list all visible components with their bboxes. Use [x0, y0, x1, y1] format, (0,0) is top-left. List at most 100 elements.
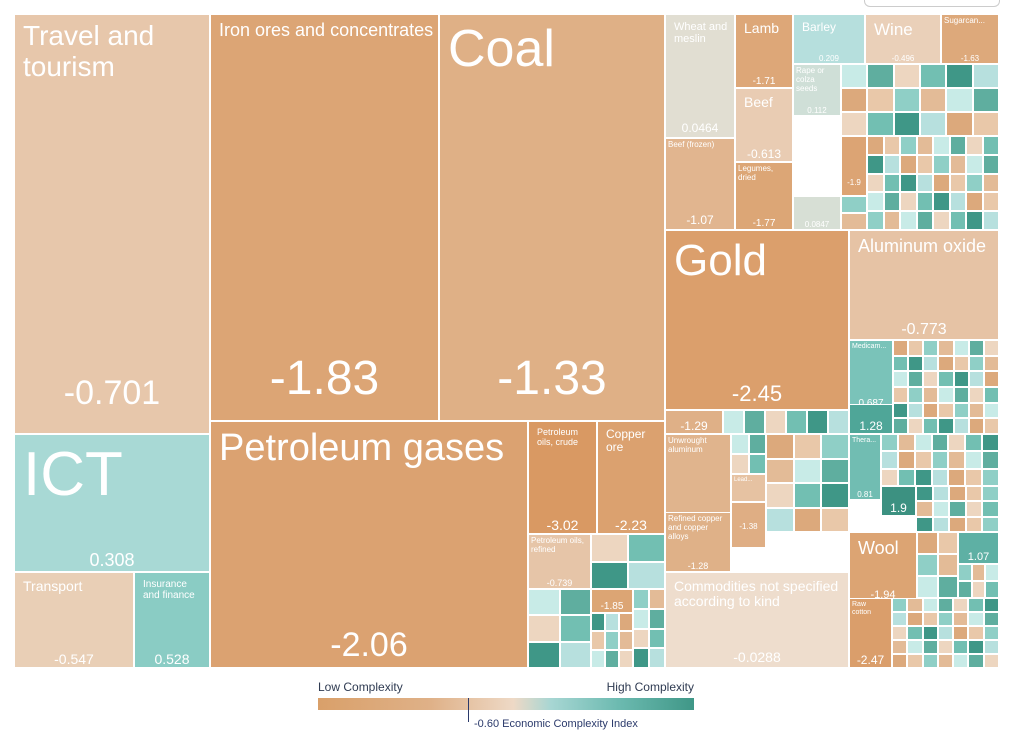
treemap-small-tile[interactable]	[966, 192, 983, 212]
treemap-small-tile[interactable]	[968, 387, 984, 403]
treemap-small-tile[interactable]	[937, 554, 958, 576]
treemap-small-tile[interactable]	[938, 418, 954, 434]
treemap-small-tile[interactable]	[953, 640, 969, 654]
treemap-small-tile[interactable]	[883, 136, 900, 155]
treemap-small-tile[interactable]	[793, 507, 822, 532]
treemap-tile[interactable]: Aluminum oxide -0.773	[849, 230, 999, 340]
treemap-small-tile[interactable]	[793, 434, 822, 459]
treemap-small-tile[interactable]	[900, 136, 917, 155]
treemap-small-tile[interactable]	[892, 626, 908, 640]
treemap-small-tile[interactable]	[766, 507, 794, 532]
treemap-small-tile[interactable]	[923, 402, 939, 419]
treemap-small-tile[interactable]	[983, 598, 999, 612]
treemap-small-tile[interactable]	[914, 468, 932, 486]
treemap-small-tile[interactable]	[958, 564, 972, 581]
treemap-small-tile[interactable]	[828, 410, 849, 434]
treemap-small-tile[interactable]	[953, 418, 969, 434]
treemap-small-tile[interactable]	[983, 640, 999, 654]
treemap-small-tile[interactable]	[946, 112, 973, 136]
treemap-small-tile[interactable]	[633, 628, 649, 649]
treemap-small-tile[interactable]	[968, 355, 984, 372]
treemap-small-tile[interactable]	[867, 136, 884, 155]
treemap-small-tile[interactable]	[949, 211, 966, 230]
treemap-small-tile[interactable]	[900, 192, 917, 212]
treemap-small-tile[interactable]	[968, 371, 984, 387]
treemap-small-tile[interactable]	[933, 154, 950, 174]
treemap-small-tile[interactable]	[983, 371, 999, 387]
treemap-small-tile[interactable]	[841, 64, 868, 88]
treemap-small-tile[interactable]	[933, 173, 950, 193]
treemap-small-tile[interactable]	[914, 434, 932, 452]
treemap-small-tile[interactable]	[748, 454, 766, 474]
treemap-small-tile[interactable]	[591, 613, 605, 632]
treemap-small-tile[interactable]	[937, 640, 954, 654]
treemap-small-tile[interactable]	[893, 112, 920, 136]
treemap-small-tile[interactable]	[528, 641, 560, 668]
treemap-small-tile[interactable]	[591, 649, 605, 668]
treemap-small-tile[interactable]	[953, 387, 969, 403]
treemap-small-tile[interactable]	[938, 371, 954, 387]
treemap-tile[interactable]: Lamb -1.71	[735, 14, 793, 88]
treemap-small-tile[interactable]	[591, 631, 605, 650]
treemap-small-tile[interactable]	[949, 154, 966, 174]
treemap-small-tile[interactable]	[923, 355, 939, 372]
treemap-small-tile[interactable]	[916, 154, 933, 174]
treemap-small-tile[interactable]	[968, 402, 984, 419]
treemap-small-tile[interactable]	[893, 355, 909, 372]
treemap-small-tile[interactable]	[972, 64, 999, 88]
treemap-small-tile[interactable]	[605, 631, 619, 650]
treemap-tile[interactable]: Barley 0.209	[793, 14, 865, 64]
treemap-small-tile[interactable]	[793, 483, 822, 508]
treemap-small-tile[interactable]	[938, 355, 954, 372]
treemap-small-tile[interactable]	[968, 612, 984, 626]
treemap-small-tile[interactable]	[968, 640, 984, 654]
treemap-small-tile[interactable]	[881, 468, 898, 486]
treemap-small-tile[interactable]	[922, 612, 938, 626]
treemap-small-tile[interactable]	[907, 654, 923, 668]
treemap-small-tile[interactable]	[893, 340, 909, 356]
treemap-small-tile[interactable]	[983, 418, 999, 434]
treemap-small-tile[interactable]	[633, 648, 649, 668]
treemap-small-tile[interactable]	[821, 458, 849, 483]
treemap-small-tile[interactable]	[968, 418, 984, 434]
treemap-tile[interactable]: Raw cotton -2.47	[849, 598, 892, 668]
treemap-small-tile[interactable]	[559, 641, 591, 668]
treemap-small-tile[interactable]	[983, 626, 999, 640]
treemap-tile[interactable]: Rape or colza seeds 0.112	[793, 64, 841, 116]
treemap-small-tile[interactable]	[983, 612, 999, 626]
treemap-small-tile[interactable]	[908, 355, 924, 372]
treemap-small-tile[interactable]	[965, 501, 983, 517]
treemap-small-tile[interactable]	[923, 387, 939, 403]
treemap-tile[interactable]: Wool -1.94	[849, 532, 917, 604]
treemap-small-tile[interactable]	[748, 434, 766, 454]
treemap-small-tile[interactable]	[916, 192, 933, 212]
treemap-small-tile[interactable]	[949, 136, 966, 155]
treemap-small-tile[interactable]	[907, 612, 923, 626]
treemap-small-tile[interactable]	[966, 136, 983, 155]
treemap-small-tile[interactable]	[916, 136, 933, 155]
treemap-small-tile[interactable]	[900, 211, 917, 230]
treemap-tile[interactable]: Travel and tourism -0.701	[14, 14, 210, 434]
treemap-small-tile[interactable]	[982, 136, 999, 155]
treemap-small-tile[interactable]	[937, 576, 958, 598]
treemap-tile[interactable]: 1.9	[881, 486, 916, 516]
treemap-small-tile[interactable]	[841, 196, 867, 213]
treemap-small-tile[interactable]	[731, 434, 749, 454]
treemap-small-tile[interactable]	[965, 451, 983, 469]
treemap-small-tile[interactable]	[933, 211, 950, 230]
treemap-small-tile[interactable]	[591, 534, 628, 562]
treemap-small-tile[interactable]	[920, 112, 947, 136]
treemap-small-tile[interactable]	[916, 516, 933, 532]
treemap-small-tile[interactable]	[893, 64, 920, 88]
treemap-small-tile[interactable]	[968, 654, 984, 668]
treemap-small-tile[interactable]	[893, 402, 909, 419]
treemap-small-tile[interactable]	[881, 451, 898, 469]
treemap-small-tile[interactable]	[897, 434, 915, 452]
treemap-small-tile[interactable]	[946, 88, 973, 112]
treemap-small-tile[interactable]	[982, 516, 999, 532]
treemap-small-tile[interactable]	[559, 589, 591, 616]
treemap-small-tile[interactable]	[897, 451, 915, 469]
treemap-small-tile[interactable]	[883, 173, 900, 193]
treemap-small-tile[interactable]	[867, 88, 894, 112]
treemap-small-tile[interactable]	[907, 626, 923, 640]
